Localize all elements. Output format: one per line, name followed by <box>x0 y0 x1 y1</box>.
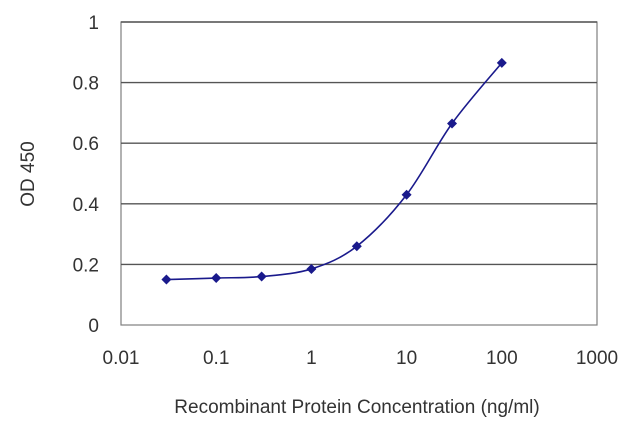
y-tick-label: 0.2 <box>73 255 99 276</box>
data-point <box>211 273 222 284</box>
data-point <box>306 263 317 274</box>
data-point <box>351 241 362 252</box>
data-point <box>161 274 172 285</box>
data-point <box>496 57 507 68</box>
y-axis-title: OD 450 <box>18 141 39 206</box>
x-tick-label: 0.01 <box>103 348 140 369</box>
x-tick-label: 10 <box>396 348 417 369</box>
x-tick-label: 0.1 <box>203 348 229 369</box>
x-tick-label: 1000 <box>576 348 618 369</box>
data-point <box>447 118 458 129</box>
y-tick-label: 1 <box>88 13 99 34</box>
x-axis-title: Recombinant Protein Concentration (ng/ml… <box>174 397 539 418</box>
x-tick-label: 1 <box>306 348 317 369</box>
series-layer <box>161 57 507 285</box>
y-tick-label: 0 <box>88 316 99 337</box>
data-point <box>256 271 267 282</box>
x-axis-ticks: 0.01 0.1 1 10 100 1000 <box>103 348 619 369</box>
y-axis-ticks: 0 0.2 0.4 0.6 0.8 1 <box>73 13 100 337</box>
gridlines <box>121 21 597 266</box>
data-point <box>401 189 412 200</box>
y-tick-label: 0.4 <box>73 195 100 216</box>
plot-area <box>120 21 598 326</box>
y-tick-label: 0.6 <box>73 134 99 155</box>
y-tick-label: 0.8 <box>73 74 99 95</box>
x-tick-label: 100 <box>486 348 518 369</box>
